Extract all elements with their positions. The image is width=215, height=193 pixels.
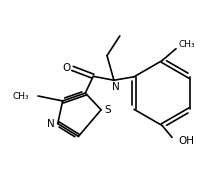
Text: N: N [47, 119, 55, 129]
Text: CH₃: CH₃ [12, 91, 29, 101]
Text: O: O [63, 63, 71, 73]
Text: OH: OH [178, 136, 194, 146]
Text: CH₃: CH₃ [179, 40, 196, 49]
Text: S: S [105, 105, 111, 115]
Text: N: N [112, 82, 120, 92]
